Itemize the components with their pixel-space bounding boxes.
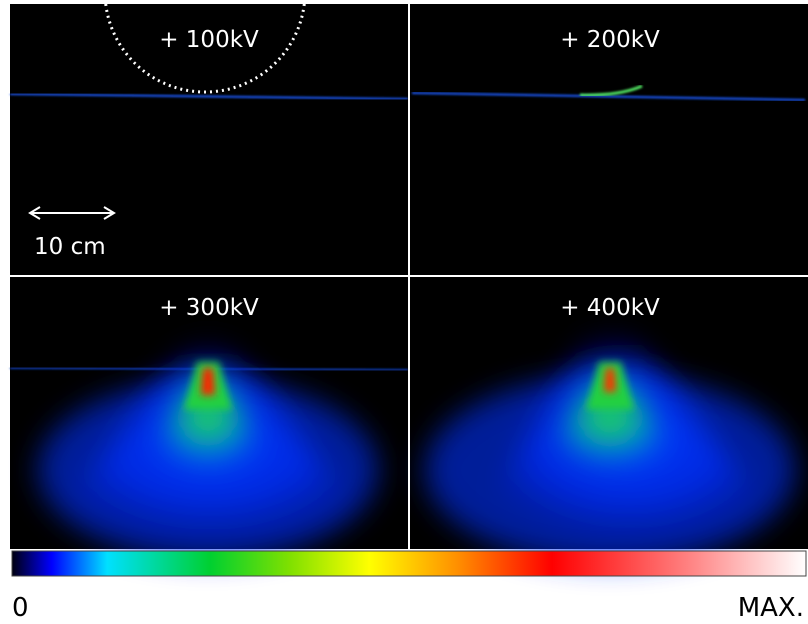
arrow-heads [28, 206, 116, 220]
panel-label: + 300kV [159, 295, 259, 321]
dotted-circle [103, 0, 307, 94]
panel-label: + 400kV [560, 295, 660, 321]
discharge-glow [425, 327, 800, 565]
colorbar-max: MAX. [738, 593, 804, 623]
colorbar [11, 550, 807, 577]
discharge-glow [9, 337, 409, 560]
panel-label: + 200kV [560, 27, 660, 53]
streak-line [411, 92, 806, 101]
panel-label: + 100kV [159, 27, 259, 53]
streak-line [9, 93, 409, 100]
discharge-streak [579, 84, 643, 97]
colorbar-min: 0 [12, 593, 29, 623]
scale-label: 10 cm [34, 234, 106, 260]
